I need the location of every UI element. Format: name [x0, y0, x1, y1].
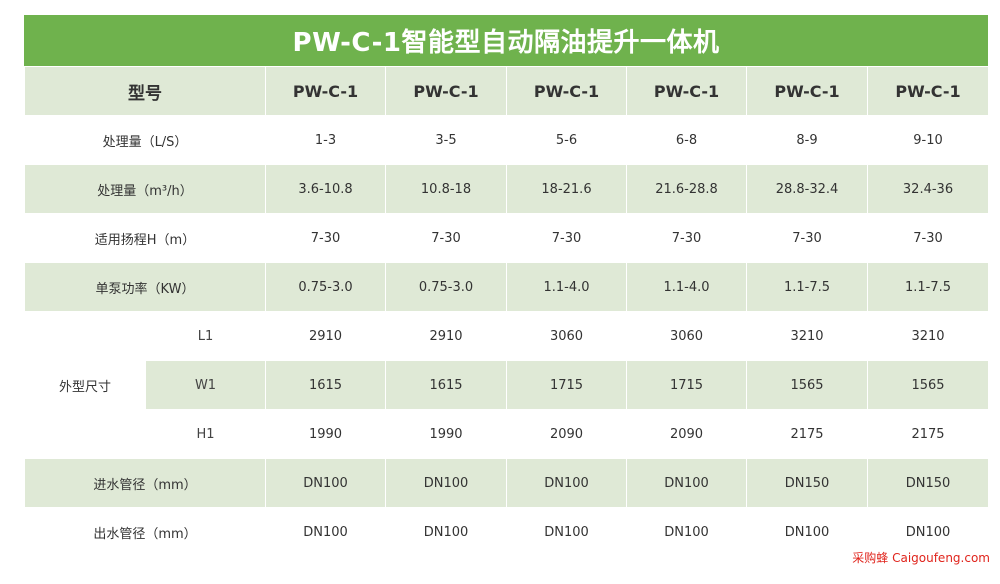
- table-cell: DN100: [265, 507, 386, 557]
- table-cell: 28.8-32.4: [746, 164, 868, 214]
- table-cell: 1990: [265, 409, 386, 459]
- table-cell: DN100: [506, 507, 627, 557]
- table-cell: 1615: [265, 360, 386, 410]
- table-cell: 10.8-18: [385, 164, 507, 214]
- table-cell: 7-30: [867, 213, 989, 263]
- table-cell: 3-5: [385, 115, 507, 165]
- table-cell: DN100: [626, 507, 747, 557]
- table-cell: 3210: [867, 311, 989, 361]
- table-cell: 1565: [867, 360, 989, 410]
- table-cell: 1990: [385, 409, 507, 459]
- model-header: PW-C-1: [626, 66, 747, 116]
- table-cell: 32.4-36: [867, 164, 989, 214]
- row-label: 出水管径（mm）: [24, 507, 266, 557]
- table-cell: DN100: [867, 507, 989, 557]
- table-cell: 5-6: [506, 115, 627, 165]
- model-header-label: 型号: [24, 66, 266, 116]
- table-cell: 7-30: [746, 213, 868, 263]
- table-cell: DN150: [867, 458, 989, 508]
- table-cell: 6-8: [626, 115, 747, 165]
- row-label: 适用扬程H（m）: [24, 213, 266, 263]
- table-cell: 1.1-4.0: [626, 262, 747, 312]
- spec-table: 型号 PW-C-1 PW-C-1 PW-C-1 PW-C-1 PW-C-1 PW…: [24, 66, 989, 557]
- header-row: 型号 PW-C-1 PW-C-1 PW-C-1 PW-C-1 PW-C-1 PW…: [24, 66, 989, 116]
- table-cell: 7-30: [506, 213, 627, 263]
- table-cell: 21.6-28.8: [626, 164, 747, 214]
- table-cell: 1565: [746, 360, 868, 410]
- table-row: 进水管径（mm） DN100 DN100 DN100 DN100 DN150 D…: [24, 458, 989, 508]
- model-header: PW-C-1: [746, 66, 868, 116]
- table-cell: 7-30: [626, 213, 747, 263]
- table-cell: 2090: [626, 409, 747, 459]
- table-title: PW-C-1智能型自动隔油提升一体机: [24, 15, 988, 66]
- model-header: PW-C-1: [265, 66, 386, 116]
- table-cell: 3060: [626, 311, 747, 361]
- table-cell: 8-9: [746, 115, 868, 165]
- table-cell: DN100: [385, 458, 507, 508]
- table-row: W1 1615 1615 1715 1715 1565 1565: [25, 360, 989, 410]
- row-label: H1: [145, 409, 266, 459]
- model-header: PW-C-1: [385, 66, 507, 116]
- table-cell: 1.1-4.0: [506, 262, 627, 312]
- table-cell: 3.6-10.8: [265, 164, 386, 214]
- row-label: L1: [145, 311, 266, 361]
- table-cell: 1715: [506, 360, 627, 410]
- table-row: 处理量（m³/h） 3.6-10.8 10.8-18 18-21.6 21.6-…: [24, 164, 989, 214]
- table-cell: 2910: [385, 311, 507, 361]
- model-header: PW-C-1: [867, 66, 989, 116]
- table-cell: 1715: [626, 360, 747, 410]
- row-label: 单泵功率（KW）: [24, 262, 266, 312]
- watermark: 采购蜂 Caigoufeng.com: [852, 551, 990, 565]
- model-header: PW-C-1: [506, 66, 627, 116]
- table-cell: DN100: [626, 458, 747, 508]
- row-label: W1: [145, 360, 266, 410]
- table-row: 外型尺寸 L1 2910 2910 3060 3060 3210 3210: [24, 311, 989, 459]
- table-cell: DN100: [265, 458, 386, 508]
- table-cell: DN100: [506, 458, 627, 508]
- table-cell: 2090: [506, 409, 627, 459]
- table-cell: 18-21.6: [506, 164, 627, 214]
- table-cell: 9-10: [867, 115, 989, 165]
- table-cell: 2175: [746, 409, 868, 459]
- row-label: 处理量（m³/h）: [24, 164, 266, 214]
- table-cell: DN100: [746, 507, 868, 557]
- table-cell: 7-30: [385, 213, 507, 263]
- table-row: 出水管径（mm） DN100 DN100 DN100 DN100 DN100 D…: [24, 507, 989, 557]
- table-cell: 3210: [746, 311, 868, 361]
- table-cell: 1615: [385, 360, 507, 410]
- row-label: 进水管径（mm）: [24, 458, 266, 508]
- table-row: 处理量（L/S） 1-3 3-5 5-6 6-8 8-9 9-10: [24, 115, 989, 165]
- table-cell: 1.1-7.5: [746, 262, 868, 312]
- table-cell: 3060: [506, 311, 627, 361]
- table-row: H1 1990 1990 2090 2090 2175 2175: [25, 409, 989, 459]
- table-cell: 1-3: [265, 115, 386, 165]
- table-cell: 2175: [867, 409, 989, 459]
- table-row: 单泵功率（KW） 0.75-3.0 0.75-3.0 1.1-4.0 1.1-4…: [24, 262, 989, 312]
- table-cell: DN100: [385, 507, 507, 557]
- row-label: 处理量（L/S）: [24, 115, 266, 165]
- table-cell: 1.1-7.5: [867, 262, 989, 312]
- table-row: 适用扬程H（m） 7-30 7-30 7-30 7-30 7-30 7-30: [24, 213, 989, 263]
- table-cell: 0.75-3.0: [265, 262, 386, 312]
- table-cell: 0.75-3.0: [385, 262, 507, 312]
- dimensions-group-label: 外型尺寸: [24, 311, 146, 459]
- table-cell: DN150: [746, 458, 868, 508]
- table-cell: 7-30: [265, 213, 386, 263]
- spec-sheet: PW-C-1智能型自动隔油提升一体机 型号 PW-C-1 PW-C-1 PW-C…: [24, 15, 989, 557]
- table-cell: 2910: [265, 311, 386, 361]
